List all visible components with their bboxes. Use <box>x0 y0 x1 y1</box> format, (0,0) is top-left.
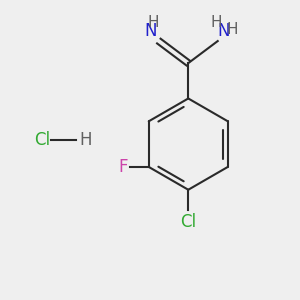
Text: H: H <box>148 15 159 30</box>
Text: Cl: Cl <box>34 131 50 149</box>
Text: F: F <box>118 158 128 176</box>
Text: N: N <box>218 22 230 40</box>
Text: N: N <box>145 22 158 40</box>
Text: H: H <box>211 15 222 30</box>
Text: H: H <box>79 131 92 149</box>
Text: H: H <box>226 22 238 37</box>
Text: Cl: Cl <box>180 213 196 231</box>
